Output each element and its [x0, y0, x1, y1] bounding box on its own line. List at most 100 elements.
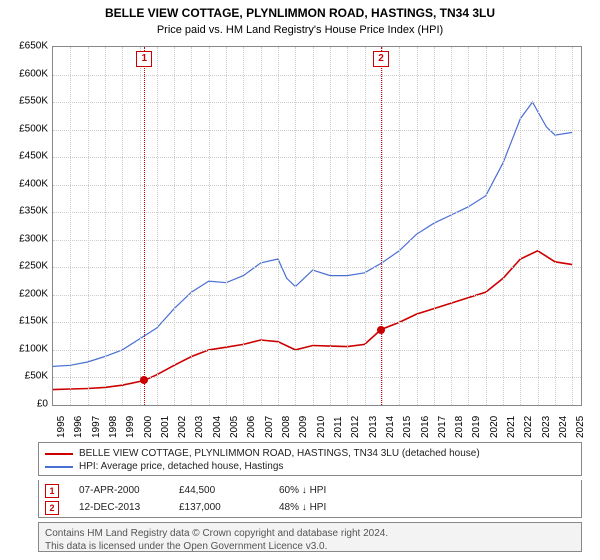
y-tick-label: £250K: [19, 261, 48, 272]
footer-line-1: Contains HM Land Registry data © Crown c…: [45, 527, 575, 540]
gridline-v: [365, 47, 366, 405]
legend-label: BELLE VIEW COTTAGE, PLYNLIMMON ROAD, HAS…: [79, 448, 480, 459]
event-table-price: £137,000: [179, 502, 259, 513]
x-tick-label: 1996: [73, 416, 84, 438]
gridline-v: [243, 47, 244, 405]
gridline-v: [434, 47, 435, 405]
legend-row: HPI: Average price, detached house, Hast…: [45, 460, 575, 473]
event-table-date: 12-DEC-2013: [79, 502, 159, 513]
legend-swatch: [45, 466, 73, 468]
gridline-v: [261, 47, 262, 405]
gridline-v: [382, 47, 383, 405]
legend-row: BELLE VIEW COTTAGE, PLYNLIMMON ROAD, HAS…: [45, 447, 575, 460]
gridline-v: [140, 47, 141, 405]
gridline-v: [330, 47, 331, 405]
gridline-v: [486, 47, 487, 405]
x-tick-label: 2002: [177, 416, 188, 438]
event-table-delta: 60% ↓ HPI: [279, 485, 359, 496]
gridline-v: [88, 47, 89, 405]
x-tick-label: 2005: [229, 416, 240, 438]
gridline-v: [174, 47, 175, 405]
gridline-v: [503, 47, 504, 405]
y-tick-label: £350K: [19, 206, 48, 217]
footer-line-2: This data is licensed under the Open Gov…: [45, 540, 575, 553]
gridline-v: [538, 47, 539, 405]
y-tick-label: £100K: [19, 343, 48, 354]
x-tick-label: 2009: [298, 416, 309, 438]
gridline-h: [53, 240, 581, 241]
x-tick-label: 2006: [246, 416, 257, 438]
chart-svg: [53, 47, 581, 405]
x-tick-label: 2025: [575, 416, 586, 438]
chart-subtitle: Price paid vs. HM Land Registry's House …: [0, 22, 600, 36]
x-tick-label: 2017: [437, 416, 448, 438]
event-table-row: 107-APR-2000£44,50060% ↓ HPI: [45, 482, 575, 499]
gridline-h: [53, 157, 581, 158]
y-tick-label: £650K: [19, 41, 48, 52]
chart-title: BELLE VIEW COTTAGE, PLYNLIMMON ROAD, HAS…: [0, 0, 600, 22]
x-tick-label: 2022: [523, 416, 534, 438]
gridline-h: [53, 75, 581, 76]
y-tick-label: £450K: [19, 151, 48, 162]
gridline-v: [191, 47, 192, 405]
gridline-v: [399, 47, 400, 405]
gridline-h: [53, 130, 581, 131]
x-tick-label: 2010: [316, 416, 327, 438]
gridline-v: [122, 47, 123, 405]
y-tick-label: £400K: [19, 178, 48, 189]
x-tick-label: 2015: [402, 416, 413, 438]
x-tick-label: 2019: [471, 416, 482, 438]
x-tick-label: 2008: [281, 416, 292, 438]
y-tick-label: £200K: [19, 288, 48, 299]
event-marker-box: 1: [136, 51, 152, 67]
x-tick-label: 2020: [489, 416, 500, 438]
gridline-h: [53, 102, 581, 103]
event-table-row: 2 12-DEC-2013 £137,000 48% ↓ HPI: [45, 499, 575, 516]
event-table-num: 1: [45, 484, 59, 498]
x-tick-label: 2023: [541, 416, 552, 438]
gridline-v: [417, 47, 418, 405]
x-tick-label: 2013: [368, 416, 379, 438]
gridline-v: [105, 47, 106, 405]
x-tick-label: 1998: [108, 416, 119, 438]
x-tick-label: 2024: [558, 416, 569, 438]
chart-plot-area: 12: [52, 46, 582, 406]
gridline-v: [572, 47, 573, 405]
x-tick-label: 2011: [333, 416, 344, 438]
y-tick-label: £150K: [19, 316, 48, 327]
gridline-v: [157, 47, 158, 405]
gridline-h: [53, 350, 581, 351]
gridline-v: [520, 47, 521, 405]
gridline-h: [53, 267, 581, 268]
x-tick-label: 1999: [125, 416, 136, 438]
legend-label: HPI: Average price, detached house, Hast…: [79, 461, 283, 472]
gridline-v: [555, 47, 556, 405]
x-tick-label: 1997: [91, 416, 102, 438]
gridline-h: [53, 377, 581, 378]
x-tick-label: 2007: [264, 416, 275, 438]
gridline-h: [53, 295, 581, 296]
gridline-v: [70, 47, 71, 405]
gridline-v: [451, 47, 452, 405]
y-tick-label: £0: [37, 399, 48, 410]
event-table-num: 2: [45, 501, 59, 515]
y-tick-label: £50K: [25, 371, 48, 382]
x-tick-label: 2001: [160, 416, 171, 438]
event-table-delta: 48% ↓ HPI: [279, 502, 359, 513]
gridline-h: [53, 322, 581, 323]
y-tick-label: £300K: [19, 233, 48, 244]
event-table-date: 07-APR-2000: [79, 485, 159, 496]
gridline-v: [468, 47, 469, 405]
event-line: [144, 47, 145, 405]
y-tick-label: £550K: [19, 96, 48, 107]
x-tick-label: 1995: [56, 416, 67, 438]
gridline-v: [295, 47, 296, 405]
footer: Contains HM Land Registry data © Crown c…: [38, 522, 582, 552]
gridline-v: [226, 47, 227, 405]
gridline-v: [313, 47, 314, 405]
x-tick-label: 2014: [385, 416, 396, 438]
x-tick-label: 2000: [143, 416, 154, 438]
x-tick-label: 2018: [454, 416, 465, 438]
gridline-v: [278, 47, 279, 405]
y-tick-label: £500K: [19, 123, 48, 134]
